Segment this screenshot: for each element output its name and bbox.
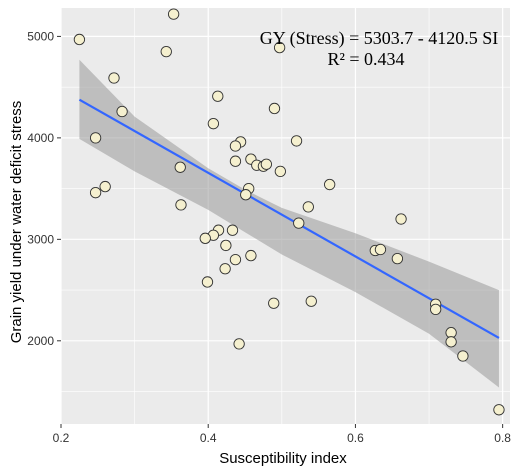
data-point [174, 161, 186, 173]
data-point [219, 263, 231, 275]
data-point [395, 213, 407, 225]
data-point [226, 224, 239, 236]
y-tick-label: 2000 [27, 334, 54, 348]
data-point [293, 217, 305, 229]
grid-lines [60, 8, 510, 424]
data-point [273, 41, 286, 54]
data-point [167, 8, 180, 20]
data-point [374, 243, 387, 256]
y-tick-label: 3000 [27, 232, 54, 246]
data-point [445, 336, 457, 348]
data-point [73, 33, 86, 46]
data-point [160, 45, 172, 58]
data-point [268, 297, 280, 309]
x-tick-label: 0.6 [347, 431, 364, 445]
data-point [430, 303, 442, 315]
regression-line [78, 98, 500, 339]
x-axis-title: Susceptibility index [219, 450, 347, 466]
x-tick-label: 0.2 [53, 431, 70, 445]
data-point [175, 199, 187, 211]
data-points [73, 8, 505, 416]
data-point [201, 276, 214, 288]
data-point [199, 232, 211, 244]
data-point [220, 239, 232, 252]
confidence-band [79, 59, 499, 388]
data-point [274, 165, 286, 178]
x-tick-label: 0.8 [494, 431, 511, 445]
data-point [290, 135, 303, 147]
data-point [305, 295, 317, 307]
data-point [240, 189, 252, 201]
r-squared-label: R² = 0.434 [327, 49, 404, 69]
y-tick-label: 5000 [27, 29, 54, 43]
data-point [268, 102, 281, 115]
data-point [207, 118, 220, 130]
data-point [457, 350, 469, 362]
data-point [302, 201, 314, 213]
data-point [260, 158, 273, 170]
data-point [324, 178, 336, 191]
data-point [233, 338, 245, 350]
data-point [89, 132, 102, 144]
data-point [229, 140, 242, 152]
data-point [391, 252, 404, 265]
data-point [89, 187, 102, 199]
axes: 0.2 0.4 0.6 0.8 2000 3000 4000 5000 [27, 29, 511, 445]
x-tick-label: 0.4 [200, 431, 217, 445]
data-point [229, 155, 242, 167]
regression-equation: GY (Stress) = 5303.7 - 4120.5 SI [260, 28, 498, 49]
data-point [99, 180, 111, 193]
y-tick-label: 4000 [27, 131, 54, 145]
data-point [108, 72, 120, 84]
data-point [116, 105, 128, 118]
data-point [493, 404, 505, 416]
data-point [212, 90, 224, 102]
data-point [229, 253, 242, 266]
y-axis-title: Grain yield under water deficit stress [8, 101, 25, 344]
data-point [245, 249, 257, 262]
